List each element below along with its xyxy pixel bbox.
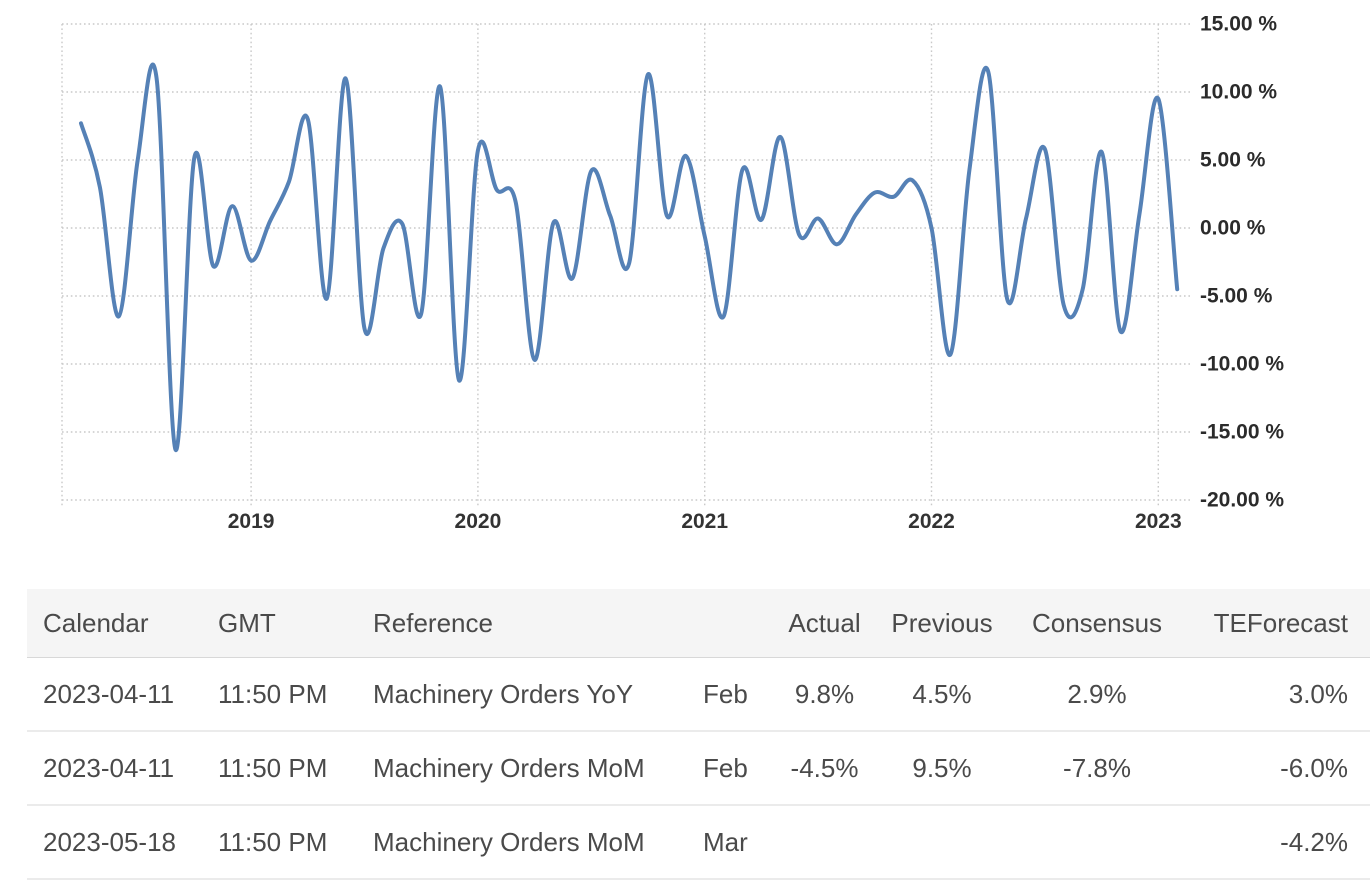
actual-value-cell: 9.8% [782,657,867,732]
x-axis-tick-label: 2020 [455,510,502,533]
y-axis-label: 5.00 % [1200,149,1266,172]
column-header-actual: Actual [782,589,867,658]
actual-value-cell: -4.5% [782,731,867,806]
calendar-table-row[interactable]: 2023-04-11 11:50 PM Machinery Orders YoY Fe… [27,657,1370,732]
actual-value-cell [782,805,867,880]
y-axis-label: -20.00 % [1200,489,1284,512]
table-header-row: Calendar GMT Reference Actual Previous C… [27,589,1370,658]
column-header-calendar: Calendar [27,589,202,658]
x-axis-tick-label: 2021 [681,510,728,533]
previous-value-cell: 9.5% [867,731,1017,806]
y-axis-label: -15.00 % [1200,421,1284,444]
y-axis-label: 0.00 % [1200,217,1266,240]
reference-link-cell[interactable]: Machinery Orders MoM [357,731,687,806]
x-axis-tick-label: 2019 [228,510,275,533]
column-header-period [687,589,782,658]
calendar-date-cell: 2023-05-18 [27,805,202,880]
calendar-table-row[interactable]: 2023-04-11 11:50 PM Machinery Orders MoM Fe… [27,731,1370,806]
gmt-time-cell: 11:50 PM [202,805,357,880]
gmt-time-cell: 11:50 PM [202,657,357,732]
y-axis-label: -10.00 % [1200,353,1284,376]
consensus-value-cell: -7.8% [1017,731,1177,806]
teforecast-value-cell: -6.0% [1177,731,1370,806]
machinery-orders-chart[interactable]: 15.00 % 10.00 % 5.00 % 0.00 % -5.00 % -10.00 … [0,0,1370,545]
reference-period-cell: Feb [687,731,782,806]
previous-value-cell [867,805,1017,880]
x-axis-tick-label: 2023 [1135,510,1182,533]
gmt-time-cell: 11:50 PM [202,731,357,806]
calendar-table: Calendar GMT Reference Actual Previous C… [27,589,1370,880]
y-axis-label: 10.00 % [1200,81,1277,104]
reference-period-cell: Feb [687,657,782,732]
economic-calendar-table: Calendar GMT Reference Actual Previous C… [27,589,1370,880]
consensus-value-cell: 2.9% [1017,657,1177,732]
previous-value-cell: 4.5% [867,657,1017,732]
chart-canvas[interactable]: 15.00 % 10.00 % 5.00 % 0.00 % -5.00 % -10.00 … [0,0,1370,545]
teforecast-value-cell: 3.0% [1177,657,1370,732]
reference-link-cell[interactable]: Machinery Orders MoM [357,805,687,880]
reference-period-cell: Mar [687,805,782,880]
column-header-reference: Reference [357,589,687,658]
teforecast-value-cell: -4.2% [1177,805,1370,880]
series-line-machinery-orders[interactable] [79,62,1180,452]
column-header-previous: Previous [867,589,1017,658]
reference-link-cell[interactable]: Machinery Orders YoY [357,657,687,732]
x-axis-tick-label: 2022 [908,510,955,533]
calendar-date-cell: 2023-04-11 [27,731,202,806]
y-axis-label: 15.00 % [1200,13,1277,36]
calendar-table-row[interactable]: 2023-05-18 11:50 PM Machinery Orders MoM Ma… [27,805,1370,880]
calendar-date-cell: 2023-04-11 [27,657,202,732]
y-axis-label: -5.00 % [1200,285,1273,308]
column-header-consensus: Consensus [1017,589,1177,658]
consensus-value-cell [1017,805,1177,880]
column-header-gmt: GMT [202,589,357,658]
column-header-teforecast: TEForecast [1177,589,1370,658]
